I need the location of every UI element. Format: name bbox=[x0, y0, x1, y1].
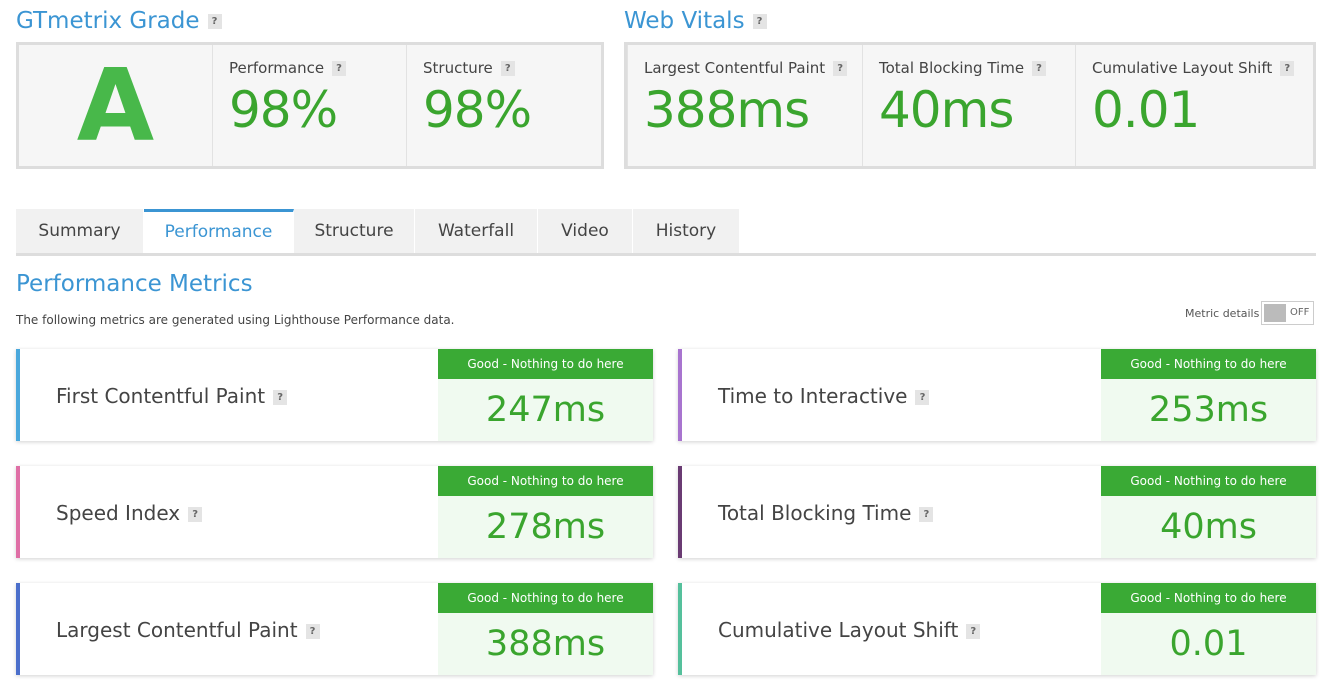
tab[interactable]: Performance bbox=[144, 209, 294, 253]
vitals-title-text: Web Vitals bbox=[624, 8, 745, 34]
metric-status: Good - Nothing to do here bbox=[1101, 583, 1316, 613]
metric-label: Structure? bbox=[423, 59, 601, 77]
metric-label-text: Time to Interactive bbox=[718, 384, 908, 408]
metric-label: Performance? bbox=[229, 59, 406, 77]
grade-title: GTmetrix Grade? bbox=[16, 8, 222, 34]
metric-cell: Largest Contentful Paint? 388ms bbox=[627, 45, 862, 166]
help-icon[interactable]: ? bbox=[966, 624, 981, 639]
metric-cell: Total Blocking Time? 40ms bbox=[862, 45, 1075, 166]
help-icon[interactable]: ? bbox=[207, 14, 222, 29]
metric-card: Total Blocking Time? Good - Nothing to do… bbox=[678, 466, 1316, 558]
metric-label: Largest Contentful Paint? bbox=[56, 583, 320, 675]
metric-label-text: Speed Index bbox=[56, 501, 181, 525]
metric-value: 98% bbox=[423, 81, 532, 139]
toggle-knob bbox=[1264, 304, 1286, 322]
metric-value: 40ms bbox=[1101, 496, 1316, 558]
metric-status: Good - Nothing to do here bbox=[438, 349, 653, 379]
metric-label-text: Cumulative Layout Shift bbox=[718, 618, 959, 642]
metric-label: Cumulative Layout Shift? bbox=[1092, 59, 1313, 77]
help-icon[interactable]: ? bbox=[332, 61, 347, 76]
metric-status: Good - Nothing to do here bbox=[1101, 349, 1316, 379]
grade-title-text: GTmetrix Grade bbox=[16, 8, 200, 34]
tab[interactable]: Waterfall bbox=[415, 209, 538, 253]
metric-cell: Performance? 98% bbox=[212, 45, 406, 166]
help-icon[interactable]: ? bbox=[500, 61, 515, 76]
metric-label: First Contentful Paint? bbox=[56, 349, 288, 441]
metric-value: 247ms bbox=[438, 379, 653, 441]
tab[interactable]: Video bbox=[538, 209, 633, 253]
metric-card: Cumulative Layout Shift? Good - Nothing t… bbox=[678, 583, 1316, 675]
metric-value: 253ms bbox=[1101, 379, 1316, 441]
metric-label-text: Largest Contentful Paint bbox=[56, 618, 298, 642]
toggle-label: Metric details bbox=[1185, 307, 1260, 320]
metric-cell: Structure? 98% bbox=[406, 45, 601, 166]
help-icon[interactable]: ? bbox=[188, 507, 203, 522]
metric-card: First Contentful Paint? Good - Nothing to… bbox=[16, 349, 653, 441]
metric-value: 98% bbox=[229, 81, 338, 139]
metric-status: Good - Nothing to do here bbox=[438, 466, 653, 496]
metric-value: 0.01 bbox=[1092, 81, 1200, 139]
grade-box: A Performance? 98% Structure? 98% bbox=[16, 42, 604, 169]
metric-label: Cumulative Layout Shift? bbox=[718, 583, 981, 675]
metric-label-text: Total Blocking Time bbox=[718, 501, 912, 525]
metric-label-text: Structure bbox=[423, 59, 493, 77]
metric-label: Largest Contentful Paint? bbox=[644, 59, 862, 77]
metric-cell: Cumulative Layout Shift? 0.01 bbox=[1075, 45, 1313, 166]
metric-label-text: Total Blocking Time bbox=[879, 59, 1025, 77]
metric-status: Good - Nothing to do here bbox=[438, 583, 653, 613]
help-icon[interactable]: ? bbox=[1032, 61, 1047, 76]
metric-label: Total Blocking Time? bbox=[879, 59, 1075, 77]
metric-value: 388ms bbox=[438, 613, 653, 675]
help-icon[interactable]: ? bbox=[752, 14, 767, 29]
metric-label-text: Largest Contentful Paint bbox=[644, 59, 826, 77]
help-icon[interactable]: ? bbox=[833, 61, 848, 76]
vitals-title: Web Vitals? bbox=[624, 8, 767, 34]
section-title: Performance Metrics bbox=[16, 271, 253, 297]
metric-card: Time to Interactive? Good - Nothing to do… bbox=[678, 349, 1316, 441]
tab[interactable]: History bbox=[633, 209, 740, 253]
metric-value: 278ms bbox=[438, 496, 653, 558]
metric-label: Time to Interactive? bbox=[718, 349, 930, 441]
metric-label-text: Performance bbox=[229, 59, 325, 77]
metric-value: 40ms bbox=[879, 81, 1014, 139]
tab[interactable]: Structure bbox=[294, 209, 415, 253]
metric-value: 388ms bbox=[644, 81, 810, 139]
metric-label: Speed Index? bbox=[56, 466, 203, 558]
tab-underline bbox=[16, 253, 1316, 256]
vitals-box: Largest Contentful Paint? 388ms Total Bloc… bbox=[624, 42, 1316, 169]
help-icon[interactable]: ? bbox=[1280, 61, 1295, 76]
help-icon[interactable]: ? bbox=[305, 624, 320, 639]
metric-label-text: First Contentful Paint bbox=[56, 384, 266, 408]
tab[interactable]: Summary bbox=[16, 209, 144, 253]
section-description: The following metrics are generated usin… bbox=[16, 313, 455, 327]
metric-card: Speed Index? Good - Nothing to do here 278… bbox=[16, 466, 653, 558]
metric-value: 0.01 bbox=[1101, 613, 1316, 675]
help-icon[interactable]: ? bbox=[915, 390, 930, 405]
metric-card: Largest Contentful Paint? Good - Nothing … bbox=[16, 583, 653, 675]
metric-status: Good - Nothing to do here bbox=[1101, 466, 1316, 496]
grade-letter: A bbox=[76, 47, 155, 164]
toggle[interactable]: OFF bbox=[1261, 301, 1314, 325]
toggle-state: OFF bbox=[1290, 307, 1310, 318]
metric-label-text: Cumulative Layout Shift bbox=[1092, 59, 1273, 77]
metric-label: Total Blocking Time? bbox=[718, 466, 934, 558]
help-icon[interactable]: ? bbox=[273, 390, 288, 405]
help-icon[interactable]: ? bbox=[919, 507, 934, 522]
